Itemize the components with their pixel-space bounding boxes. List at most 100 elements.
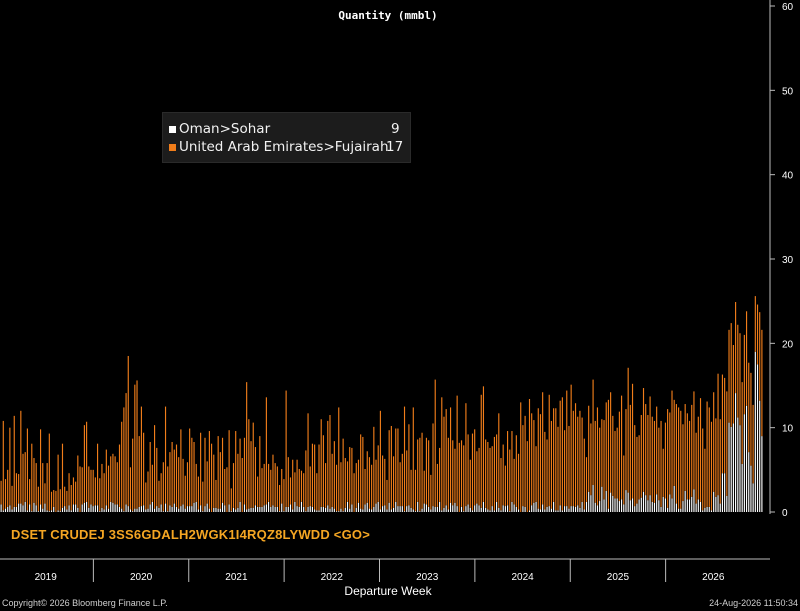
bar-uae-fujairah [430, 474, 432, 510]
bar-uae-fujairah [283, 479, 285, 512]
bar-uae-fujairah [526, 441, 528, 512]
bar-oman-sohar [237, 507, 239, 512]
bar-oman-sohar [590, 495, 592, 512]
legend-swatch-oman [169, 125, 176, 133]
bar-uae-fujairah [61, 443, 64, 508]
bar-oman-sohar [581, 501, 583, 512]
bar-uae-fujairah [388, 430, 390, 503]
bar-oman-sohar [726, 495, 728, 512]
bar-oman-sohar [667, 507, 669, 512]
bar-oman-sohar [316, 510, 318, 512]
bar-uae-fujairah [46, 463, 48, 511]
bar-uae-fujairah [18, 474, 20, 504]
bar-oman-sohar [513, 504, 515, 512]
bar-oman-sohar [542, 504, 544, 512]
bar-uae-fujairah [476, 451, 478, 504]
bar-oman-sohar [719, 503, 721, 512]
bar-uae-fujairah [160, 473, 162, 505]
bar-uae-fujairah [333, 441, 335, 509]
bar-oman-sohar [232, 507, 235, 512]
bar-uae-fujairah [636, 436, 638, 504]
bar-uae-fujairah [743, 334, 745, 415]
bar-uae-fujairah [39, 429, 42, 505]
bar-oman-sohar [331, 506, 333, 512]
bar-oman-sohar [656, 494, 658, 512]
bar-uae-fujairah [660, 420, 662, 507]
bar-oman-sohar [208, 508, 210, 512]
bar-oman-sohar [307, 506, 309, 512]
bar-uae-fujairah [364, 468, 366, 505]
bar-uae-fujairah [90, 469, 92, 505]
bar-oman-sohar [298, 506, 300, 512]
bar-oman-sohar [697, 499, 699, 512]
bar-oman-sohar [471, 510, 474, 512]
bar-oman-sohar [395, 501, 397, 512]
bar-oman-sohar [695, 503, 697, 512]
bar-oman-sohar [335, 511, 338, 512]
bar-uae-fujairah [559, 400, 561, 506]
bar-oman-sohar [399, 506, 401, 512]
bar-oman-sohar [125, 504, 127, 512]
bar-uae-fujairah [77, 455, 79, 508]
bar-uae-fujairah [366, 451, 368, 503]
bar-uae-fujairah [252, 422, 254, 508]
bar-oman-sohar [379, 509, 381, 512]
bar-oman-sohar [92, 506, 94, 512]
bar-uae-fujairah [651, 416, 653, 502]
bar-oman-sohar [344, 507, 346, 512]
bar-uae-fujairah [182, 458, 184, 505]
bar-uae-fujairah [197, 476, 199, 510]
ticker-command[interactable]: DSET CRUDEJ 3SS6GDALH2WGK1I4RQZ8LYWDD <G… [11, 527, 370, 542]
legend-label-oman: Oman>Sohar [179, 121, 271, 137]
bar-oman-sohar [439, 501, 441, 512]
bar-oman-sohar [138, 506, 140, 512]
bar-oman-sohar [550, 508, 552, 512]
bar-uae-fujairah [59, 489, 61, 512]
bar-uae-fujairah [224, 468, 226, 506]
bar-uae-fujairah [83, 425, 85, 503]
bar-uae-fujairah [752, 404, 754, 484]
bar-oman-sohar [634, 506, 636, 512]
bar-oman-sohar [42, 508, 44, 512]
bar-oman-sohar [123, 511, 125, 512]
bar-uae-fujairah [327, 420, 329, 506]
bar-uae-fujairah [699, 398, 702, 502]
bar-oman-sohar [270, 506, 272, 512]
bar-uae-fujairah [22, 453, 24, 506]
bar-uae-fujairah [487, 442, 489, 510]
y-tick-label: 10 [782, 424, 794, 435]
bar-oman-sohar [515, 506, 517, 512]
bar-oman-sohar [392, 507, 395, 512]
bar-oman-sohar [261, 506, 263, 512]
y-axis: 0 10 20 30 40 50 60 [769, 0, 794, 519]
bar-uae-fujairah [349, 447, 351, 509]
bar-oman-sohar [300, 501, 303, 512]
bar-uae-fujairah [193, 442, 195, 503]
bar-oman-sohar [221, 502, 224, 512]
bar-uae-fujairah [713, 392, 715, 492]
bar-uae-fujairah [86, 421, 88, 502]
bar-uae-fujairah [535, 446, 537, 502]
bar-uae-fujairah [684, 404, 686, 491]
bar-oman-sohar [195, 501, 197, 512]
bar-uae-fujairah [756, 304, 759, 365]
bar-uae-fujairah [585, 457, 588, 502]
bar-uae-fujairah [121, 421, 123, 509]
bar-oman-sohar [384, 505, 386, 512]
bar-uae-fujairah [285, 390, 287, 507]
bar-oman-sohar [217, 508, 219, 512]
bar-oman-sohar [371, 509, 373, 512]
bar-uae-fujairah [548, 394, 550, 507]
bar-oman-sohar [202, 511, 204, 512]
bar-uae-fujairah [474, 429, 476, 506]
bar-uae-fujairah [340, 462, 342, 509]
bar-uae-fujairah [471, 433, 474, 511]
bar-oman-sohar [206, 503, 208, 512]
bars-group [0, 296, 763, 512]
bar-uae-fujairah [191, 437, 193, 507]
bar-oman-sohar [189, 506, 191, 512]
bar-uae-fujairah [107, 465, 110, 509]
bar-oman-sohar [482, 501, 485, 512]
bar-uae-fujairah [561, 397, 563, 511]
bar-uae-fujairah [610, 392, 612, 493]
